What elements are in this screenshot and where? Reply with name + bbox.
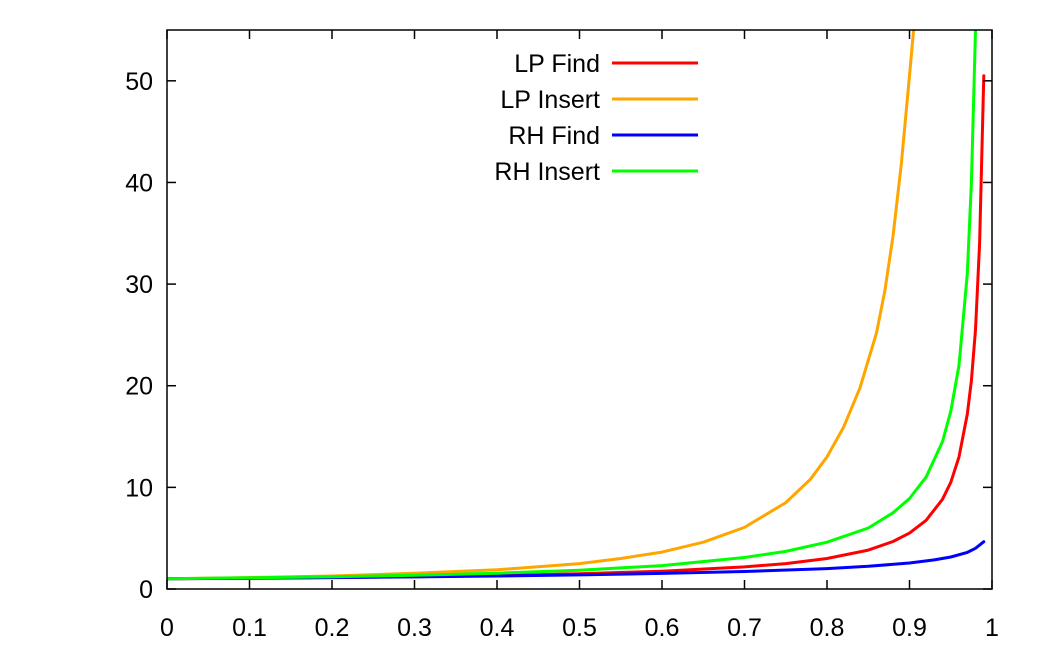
y-tick-label: 50 — [125, 68, 153, 96]
y-tick-label: 30 — [125, 271, 153, 299]
y-tick-label: 10 — [125, 474, 153, 502]
series-line-lp-find — [167, 74, 986, 581]
legend-label-rh-find: RH Find — [508, 122, 600, 150]
x-tick-label: 1 — [985, 614, 999, 642]
x-tick-label: 0.9 — [892, 614, 927, 642]
x-tick-label: 0.6 — [645, 614, 680, 642]
legend-label-rh-insert: RH Insert — [494, 158, 600, 186]
x-tick-label: 0.4 — [480, 614, 515, 642]
x-tick-label: 0.1 — [232, 614, 267, 642]
series-line-lp-insert — [167, 30, 916, 581]
x-tick-label: 0.2 — [315, 614, 350, 642]
x-tick-label: 0.5 — [562, 614, 597, 642]
y-tick-label: 40 — [125, 169, 153, 197]
legend-label-lp-insert: LP Insert — [500, 86, 600, 114]
x-tick-label: 0 — [160, 614, 174, 642]
series-line-rh-insert — [167, 30, 977, 581]
x-tick-label: 0.3 — [397, 614, 432, 642]
x-tick-label: 0.7 — [727, 614, 762, 642]
plot-series — [167, 30, 986, 581]
x-tick-label: 0.8 — [810, 614, 845, 642]
y-tick-label: 20 — [125, 373, 153, 401]
y-tick-label: 0 — [139, 576, 153, 604]
legend: LP Find LP Insert RH Find RH Insert — [494, 50, 698, 186]
legend-label-lp-find: LP Find — [514, 50, 600, 78]
